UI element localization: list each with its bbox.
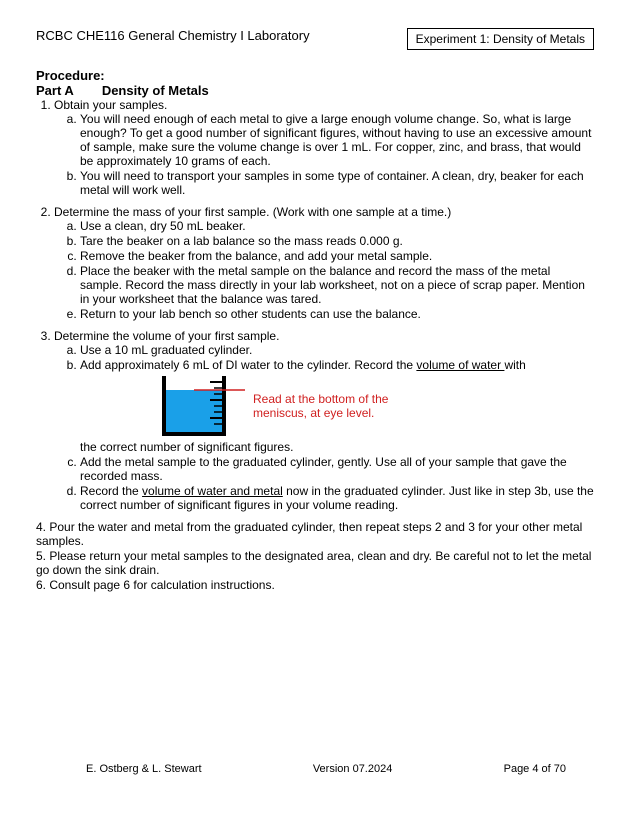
- step-3b-post: with: [504, 358, 525, 372]
- meniscus-label-1: Read at the bottom of the: [253, 392, 388, 406]
- footer-version: Version 07.2024: [313, 763, 393, 775]
- step-3d-underline: volume of water and metal: [142, 484, 283, 498]
- step-6: 6. Consult page 6 for calculation instru…: [36, 578, 594, 592]
- step-1-sublist: You will need enough of each metal to gi…: [54, 112, 594, 197]
- step-3a: Use a 10 mL graduated cylinder.: [80, 343, 594, 357]
- step-1a: You will need enough of each metal to gi…: [80, 112, 594, 168]
- step-1-lead: Obtain your samples.: [54, 98, 167, 112]
- step-2-lead: Determine the mass of your first sample.…: [54, 205, 451, 219]
- page-header: RCBC CHE116 General Chemistry I Laborato…: [36, 28, 594, 50]
- step-3b: Add approximately 6 mL of DI water to th…: [80, 358, 594, 454]
- step-1b: You will need to transport your samples …: [80, 169, 594, 197]
- step-3-lead: Determine the volume of your first sampl…: [54, 329, 279, 343]
- step-3b-tail: the correct number of significant figure…: [80, 440, 293, 454]
- step-3b-pre: Add approximately 6 mL of DI water to th…: [80, 358, 416, 372]
- step-3d-pre: Record the: [80, 484, 142, 498]
- step-1: Obtain your samples. You will need enoug…: [54, 98, 594, 197]
- step-2: Determine the mass of your first sample.…: [54, 205, 594, 321]
- experiment-box: Experiment 1: Density of Metals: [407, 28, 594, 50]
- procedure-heading: Procedure:: [36, 68, 594, 83]
- step-2-sublist: Use a clean, dry 50 mL beaker. Tare the …: [54, 219, 594, 321]
- footer-page: Page 4 of 70: [504, 763, 566, 775]
- page-footer: E. Ostberg & L. Stewart Version 07.2024 …: [0, 763, 630, 775]
- step-3c: Add the metal sample to the graduated cy…: [80, 455, 594, 483]
- step-2d: Place the beaker with the metal sample o…: [80, 264, 594, 306]
- step-3: Determine the volume of your first sampl…: [54, 329, 594, 512]
- page-content: RCBC CHE116 General Chemistry I Laborato…: [0, 0, 630, 592]
- step-2b: Tare the beaker on a lab balance so the …: [80, 234, 594, 248]
- meniscus-label-2: meniscus, at eye level.: [253, 406, 374, 420]
- step-3d: Record the volume of water and metal now…: [80, 484, 594, 512]
- part-label: Part A: [36, 83, 74, 98]
- step-2c: Remove the beaker from the balance, and …: [80, 249, 594, 263]
- step-3b-underline: volume of water: [416, 358, 504, 372]
- cylinder-icon: [150, 376, 245, 436]
- step-2e: Return to your lab bench so other studen…: [80, 307, 594, 321]
- meniscus-label: Read at the bottom of the meniscus, at e…: [253, 392, 388, 420]
- part-title: Density of Metals: [102, 83, 209, 98]
- procedure-list: Obtain your samples. You will need enoug…: [36, 98, 594, 512]
- step-5: 5. Please return your metal samples to t…: [36, 549, 594, 577]
- course-title: RCBC CHE116 General Chemistry I Laborato…: [36, 28, 310, 43]
- footer-authors: E. Ostberg & L. Stewart: [86, 763, 202, 775]
- part-line: Part A Density of Metals: [36, 83, 594, 98]
- meniscus-diagram: Read at the bottom of the meniscus, at e…: [150, 376, 594, 436]
- step-4: 4. Pour the water and metal from the gra…: [36, 520, 594, 548]
- step-2a: Use a clean, dry 50 mL beaker.: [80, 219, 594, 233]
- step-3-sublist: Use a 10 mL graduated cylinder. Add appr…: [54, 343, 594, 512]
